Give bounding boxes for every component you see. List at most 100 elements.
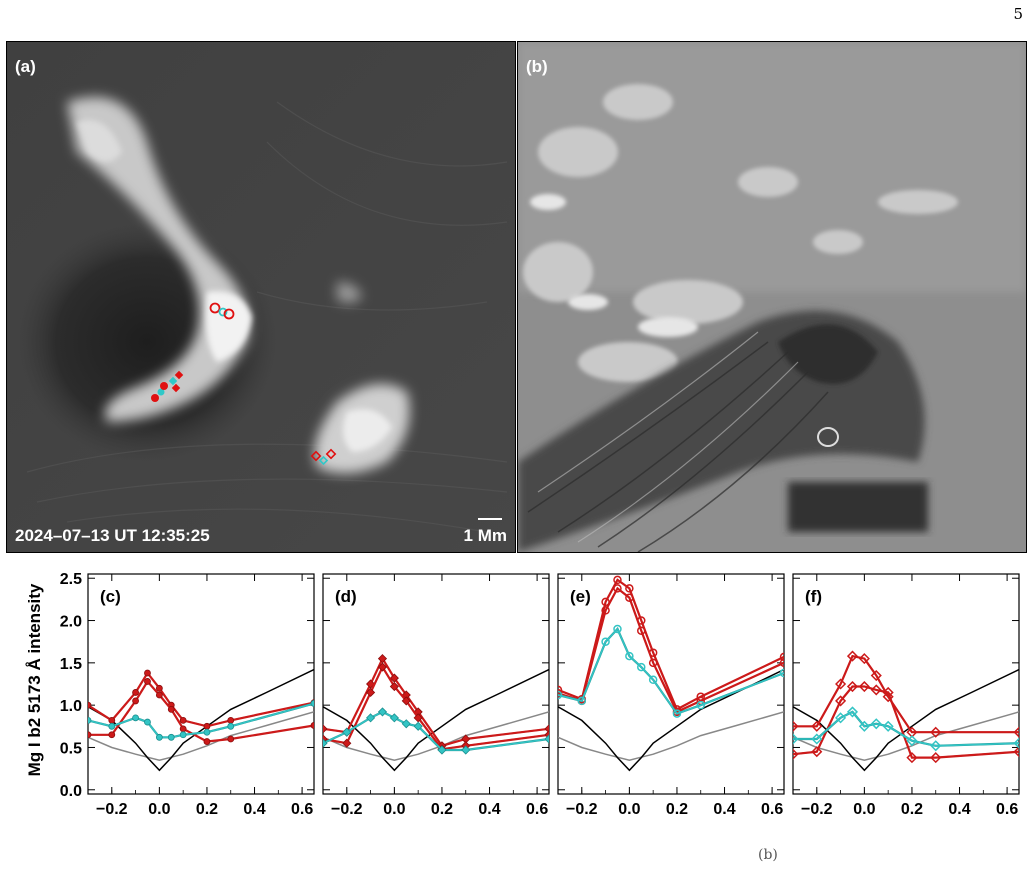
chart-panel-c: −0.20.00.20.40.60.00.51.01.52.02.5(c)Δλ … (60, 571, 315, 815)
scale-bar-label: 1 Mm (463, 526, 507, 545)
x-tick-label: −0.2 (801, 801, 833, 815)
data-point (613, 575, 622, 585)
x-tick-label: 0.4 (478, 801, 500, 815)
series-line-inner (558, 578, 784, 711)
chart-panel-e: −0.20.00.20.40.6(e)Δλ (Å) (557, 573, 785, 815)
data-point (577, 696, 587, 706)
timestamp: 2024–07–13 UT 12:35:25 (15, 526, 210, 545)
plot-frame (792, 573, 1020, 795)
data-point (613, 584, 622, 593)
plot-lines (793, 650, 1019, 772)
data-point (323, 738, 328, 748)
chart-panel-d: −0.20.00.20.40.6(d)Δλ (Å) (322, 573, 550, 815)
x-tick-label: 0.2 (431, 801, 453, 815)
sunspot-image-b (518, 42, 1026, 552)
y-tick-label: 1.0 (60, 698, 82, 715)
y-axis-label: Mg I b2 5173 Å intensity (25, 583, 44, 776)
x-tick-label: 0.6 (996, 801, 1018, 815)
data-point (601, 637, 610, 646)
data-point (1013, 746, 1019, 758)
x-tick-label: 0.4 (713, 801, 735, 815)
data-point (558, 685, 563, 695)
data-point (144, 669, 151, 677)
series-line-inner (558, 587, 784, 713)
data-point (461, 745, 471, 755)
data-point (88, 716, 92, 724)
data-point (167, 705, 175, 713)
data-point (835, 678, 847, 690)
scale-bar (478, 518, 502, 520)
page-number: 5 (1013, 5, 1023, 23)
data-point (401, 696, 411, 706)
data-point (858, 680, 870, 693)
data-point (108, 716, 116, 724)
data-point (811, 733, 823, 745)
data-point (846, 706, 859, 718)
data-point (132, 689, 139, 696)
data-point (930, 726, 942, 738)
y-tick-label: 0.5 (60, 740, 82, 757)
series-line-inner (88, 680, 314, 743)
data-point (377, 662, 388, 672)
data-point (779, 668, 784, 678)
reference-line-gray (558, 711, 784, 761)
reference-line-black (88, 668, 314, 772)
data-point (310, 722, 314, 729)
data-point (1013, 737, 1019, 749)
marker-open-circles (209, 302, 235, 320)
x-tick-label: 0.0 (383, 801, 405, 815)
reference-line-gray (88, 711, 314, 761)
x-tick-label: −0.2 (96, 801, 128, 815)
data-point (625, 593, 634, 602)
data-point (203, 738, 211, 745)
data-point (835, 695, 847, 707)
plot-frame (87, 573, 315, 795)
data-point (155, 691, 163, 699)
data-point (144, 718, 151, 726)
series-line-inner (323, 665, 549, 751)
data-point (811, 746, 823, 758)
data-point (793, 733, 799, 745)
panel-label: (d) (335, 587, 357, 606)
data-point (132, 697, 139, 705)
plot-lines (88, 668, 314, 772)
data-point (858, 653, 870, 665)
marker-open-diamonds (310, 448, 337, 466)
series-line-inner (793, 685, 1019, 759)
data-point (179, 731, 187, 739)
x-tick-label: 0.6 (291, 801, 313, 815)
series-line-inner (88, 702, 314, 739)
x-tick-label: 0.6 (761, 801, 783, 815)
data-point (625, 651, 634, 661)
data-point (672, 709, 682, 718)
data-point (366, 687, 376, 698)
y-tick-label: 0.0 (60, 783, 82, 800)
x-tick-label: 0.0 (148, 801, 170, 815)
data-point (203, 728, 211, 736)
data-point (377, 707, 388, 717)
data-point (930, 740, 942, 752)
data-point (342, 727, 352, 737)
panel-label: (c) (100, 587, 121, 606)
panel-label-b: (b) (526, 57, 548, 76)
reference-line-gray (323, 711, 549, 761)
data-point (179, 716, 187, 724)
data-point (870, 669, 882, 682)
data-point (811, 720, 823, 732)
data-point (88, 701, 92, 709)
panel-label: (f) (805, 587, 822, 606)
data-point (613, 624, 622, 634)
data-point (648, 675, 658, 685)
data-point (648, 658, 658, 668)
series-line-inner (88, 671, 314, 728)
data-point (906, 735, 918, 747)
data-point (132, 714, 139, 722)
data-point (870, 718, 882, 730)
data-point (88, 731, 92, 739)
data-point (544, 734, 549, 744)
data-point (558, 690, 563, 700)
data-point (108, 731, 116, 739)
image-panel-a: (a) 2024–07–13 UT 12:35:25 1 Mm (6, 41, 516, 553)
data-point (793, 720, 799, 732)
data-point (870, 684, 882, 696)
